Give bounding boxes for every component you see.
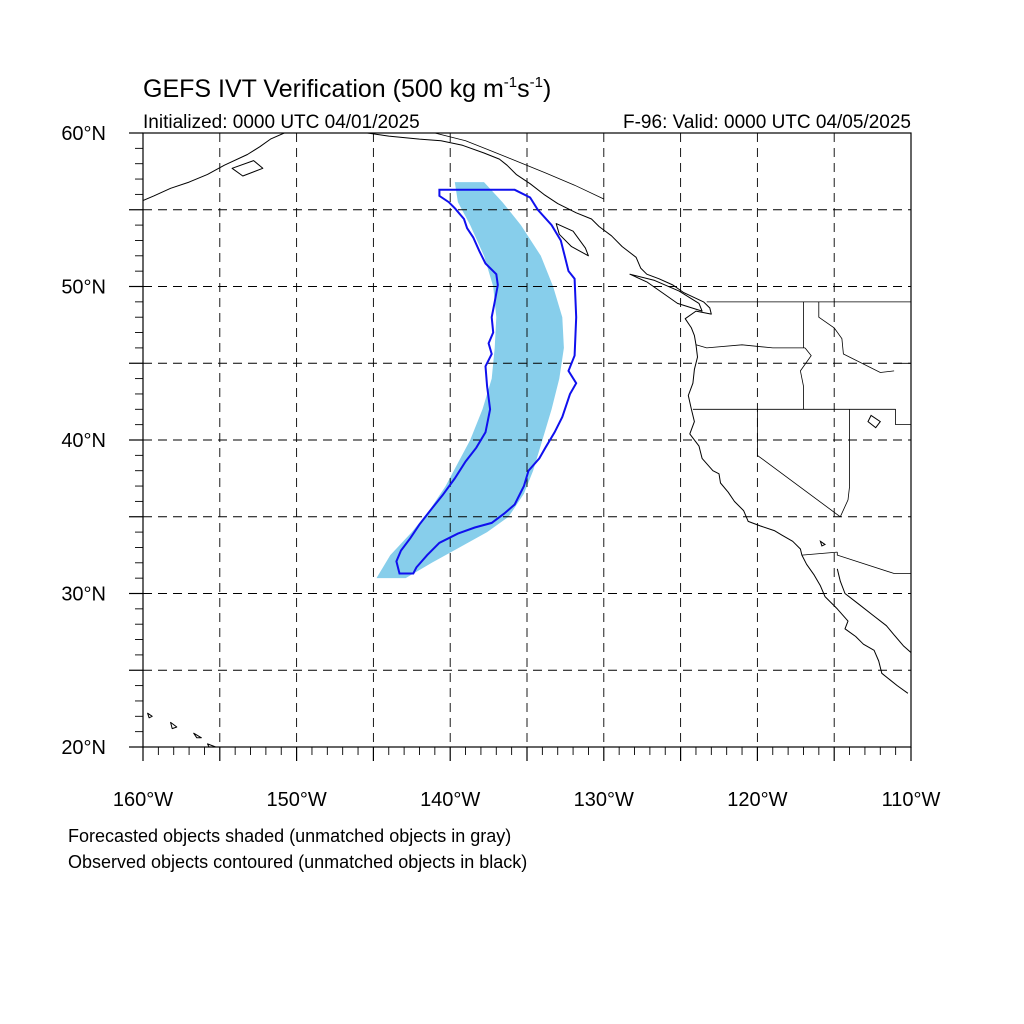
- caption-forecast: Forecasted objects shaded (unmatched obj…: [68, 826, 512, 846]
- lon-tick-label: 120°W: [727, 789, 787, 811]
- lat-tick-label: 20°N: [61, 737, 106, 759]
- lake-great-salt-lake: [867, 414, 882, 429]
- forecast-object-shaded: [376, 182, 564, 579]
- boundary-az-mexico: [836, 552, 911, 574]
- coastline-alaska-south: [143, 133, 285, 201]
- caption-observed: Observed objects contoured (unmatched ob…: [68, 852, 528, 872]
- coastline-kodiak: [231, 160, 264, 177]
- boundary-wa-or: [695, 344, 805, 349]
- coastline-gulf-of-california-east: [836, 568, 911, 654]
- lon-tick-label: 160°W: [113, 789, 173, 811]
- map-plot-area: [143, 133, 911, 747]
- lon-tick-label: 130°W: [574, 789, 634, 811]
- subtitle-initialized: Initialized: 0000 UTC 04/01/2025: [143, 112, 420, 133]
- coastline-gulf-of-alaska: [367, 133, 909, 694]
- title-exp-2: -1: [530, 74, 543, 91]
- boundary-id-mt: [818, 301, 895, 373]
- coastline-hawaii-4: [207, 743, 218, 747]
- boundary-or-id: [799, 347, 812, 410]
- lat-tick-label: 50°N: [61, 277, 106, 299]
- subtitle-valid: F-96: Valid: 0000 UTC 04/05/2025: [623, 112, 911, 133]
- title-suffix: ): [543, 75, 551, 103]
- lat-tick-label: 40°N: [61, 430, 106, 452]
- lake-salton: [819, 540, 827, 547]
- boundary-ca-nv: [757, 409, 841, 518]
- coastline-hawaii-2: [170, 721, 178, 730]
- lon-tick-label: 110°W: [882, 789, 941, 811]
- boundary-ca-mexico: [801, 551, 838, 556]
- boundary-alaska-canada: [434, 133, 604, 200]
- gridlines: [143, 133, 911, 747]
- coastlines: [143, 133, 911, 747]
- title-prefix: GEFS IVT Verification (500 kg m: [143, 75, 504, 103]
- axis-ticks: [129, 132, 912, 761]
- boundary-ut-wy: [895, 409, 911, 426]
- coastline-vancouver-island: [629, 273, 703, 312]
- title-exp-1: -1: [504, 74, 517, 91]
- coastline-hawaii-3: [193, 732, 202, 739]
- observed-objects: [395, 188, 578, 575]
- lat-tick-label: 30°N: [61, 584, 106, 606]
- chart-title: GEFS IVT Verification (500 kg m-1s-1): [143, 74, 551, 103]
- lat-tick-label: 60°N: [61, 123, 106, 145]
- observed-object-contour: [395, 188, 578, 575]
- lon-tick-label: 150°W: [266, 789, 326, 811]
- coastline-haida-gwaii: [555, 223, 589, 257]
- boundary-nv-az: [839, 486, 850, 517]
- title-mid: s: [517, 75, 530, 103]
- forecast-objects: [376, 182, 564, 579]
- lon-tick-label: 140°W: [420, 789, 480, 811]
- axis-labels: 160°W 150°W 140°W 130°W 120°W 110°W 20°N 30°N 40…: [61, 123, 940, 811]
- coastline-hawaii-1: [147, 712, 153, 719]
